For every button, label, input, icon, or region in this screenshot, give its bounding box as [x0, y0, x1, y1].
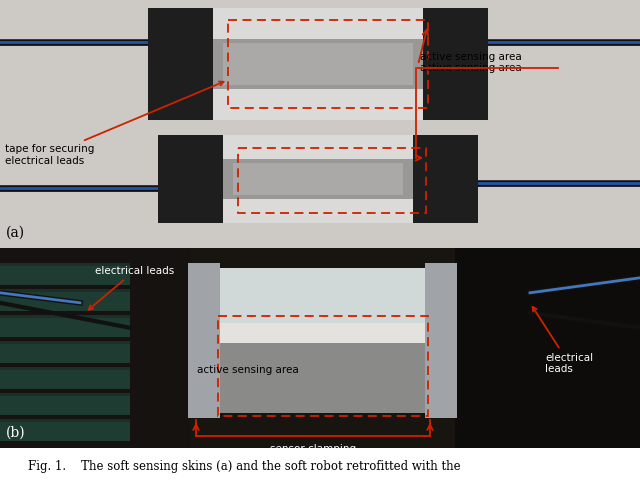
Text: active sensing area: active sensing area: [420, 52, 522, 62]
Bar: [0, 393, 130, 396]
Bar: [0, 263, 130, 285]
Bar: [0, 315, 130, 318]
Bar: [0, 341, 130, 344]
Bar: [455, 248, 640, 448]
Text: Fig. 1.    The soft sensing skins (a) and the soft robot retrofitted with the: Fig. 1. The soft sensing skins (a) and t…: [28, 460, 461, 473]
Text: active sensing area: active sensing area: [420, 63, 522, 73]
Bar: [425, 263, 457, 418]
Bar: [0, 393, 130, 415]
Bar: [215, 343, 430, 413]
Bar: [0, 0, 640, 248]
Bar: [233, 163, 403, 195]
Bar: [213, 39, 423, 89]
Bar: [0, 248, 640, 448]
Bar: [215, 268, 430, 413]
Bar: [0, 419, 130, 441]
Text: sensor clamping: sensor clamping: [270, 444, 356, 454]
Bar: [228, 20, 428, 108]
Text: tape for securing
electrical leads: tape for securing electrical leads: [5, 81, 223, 166]
Bar: [238, 148, 426, 213]
Text: (b): (b): [6, 426, 26, 439]
Bar: [158, 135, 223, 223]
Bar: [213, 8, 423, 120]
Bar: [0, 263, 130, 266]
Bar: [223, 159, 413, 198]
Bar: [0, 367, 130, 370]
Bar: [223, 43, 413, 85]
Bar: [0, 419, 130, 422]
Bar: [423, 8, 488, 120]
Bar: [0, 367, 130, 389]
Bar: [223, 135, 413, 223]
Bar: [218, 316, 428, 416]
Bar: [215, 268, 430, 323]
Bar: [188, 263, 220, 418]
Text: electrical
leads: electrical leads: [532, 307, 593, 374]
Bar: [0, 315, 130, 337]
Text: active sensing area: active sensing area: [197, 365, 299, 375]
Bar: [0, 341, 130, 363]
Text: electrical leads: electrical leads: [89, 266, 174, 310]
Bar: [413, 135, 478, 223]
Bar: [148, 8, 213, 120]
Bar: [0, 289, 130, 292]
Bar: [0, 248, 190, 448]
Bar: [0, 289, 130, 311]
Text: (a): (a): [6, 226, 25, 240]
